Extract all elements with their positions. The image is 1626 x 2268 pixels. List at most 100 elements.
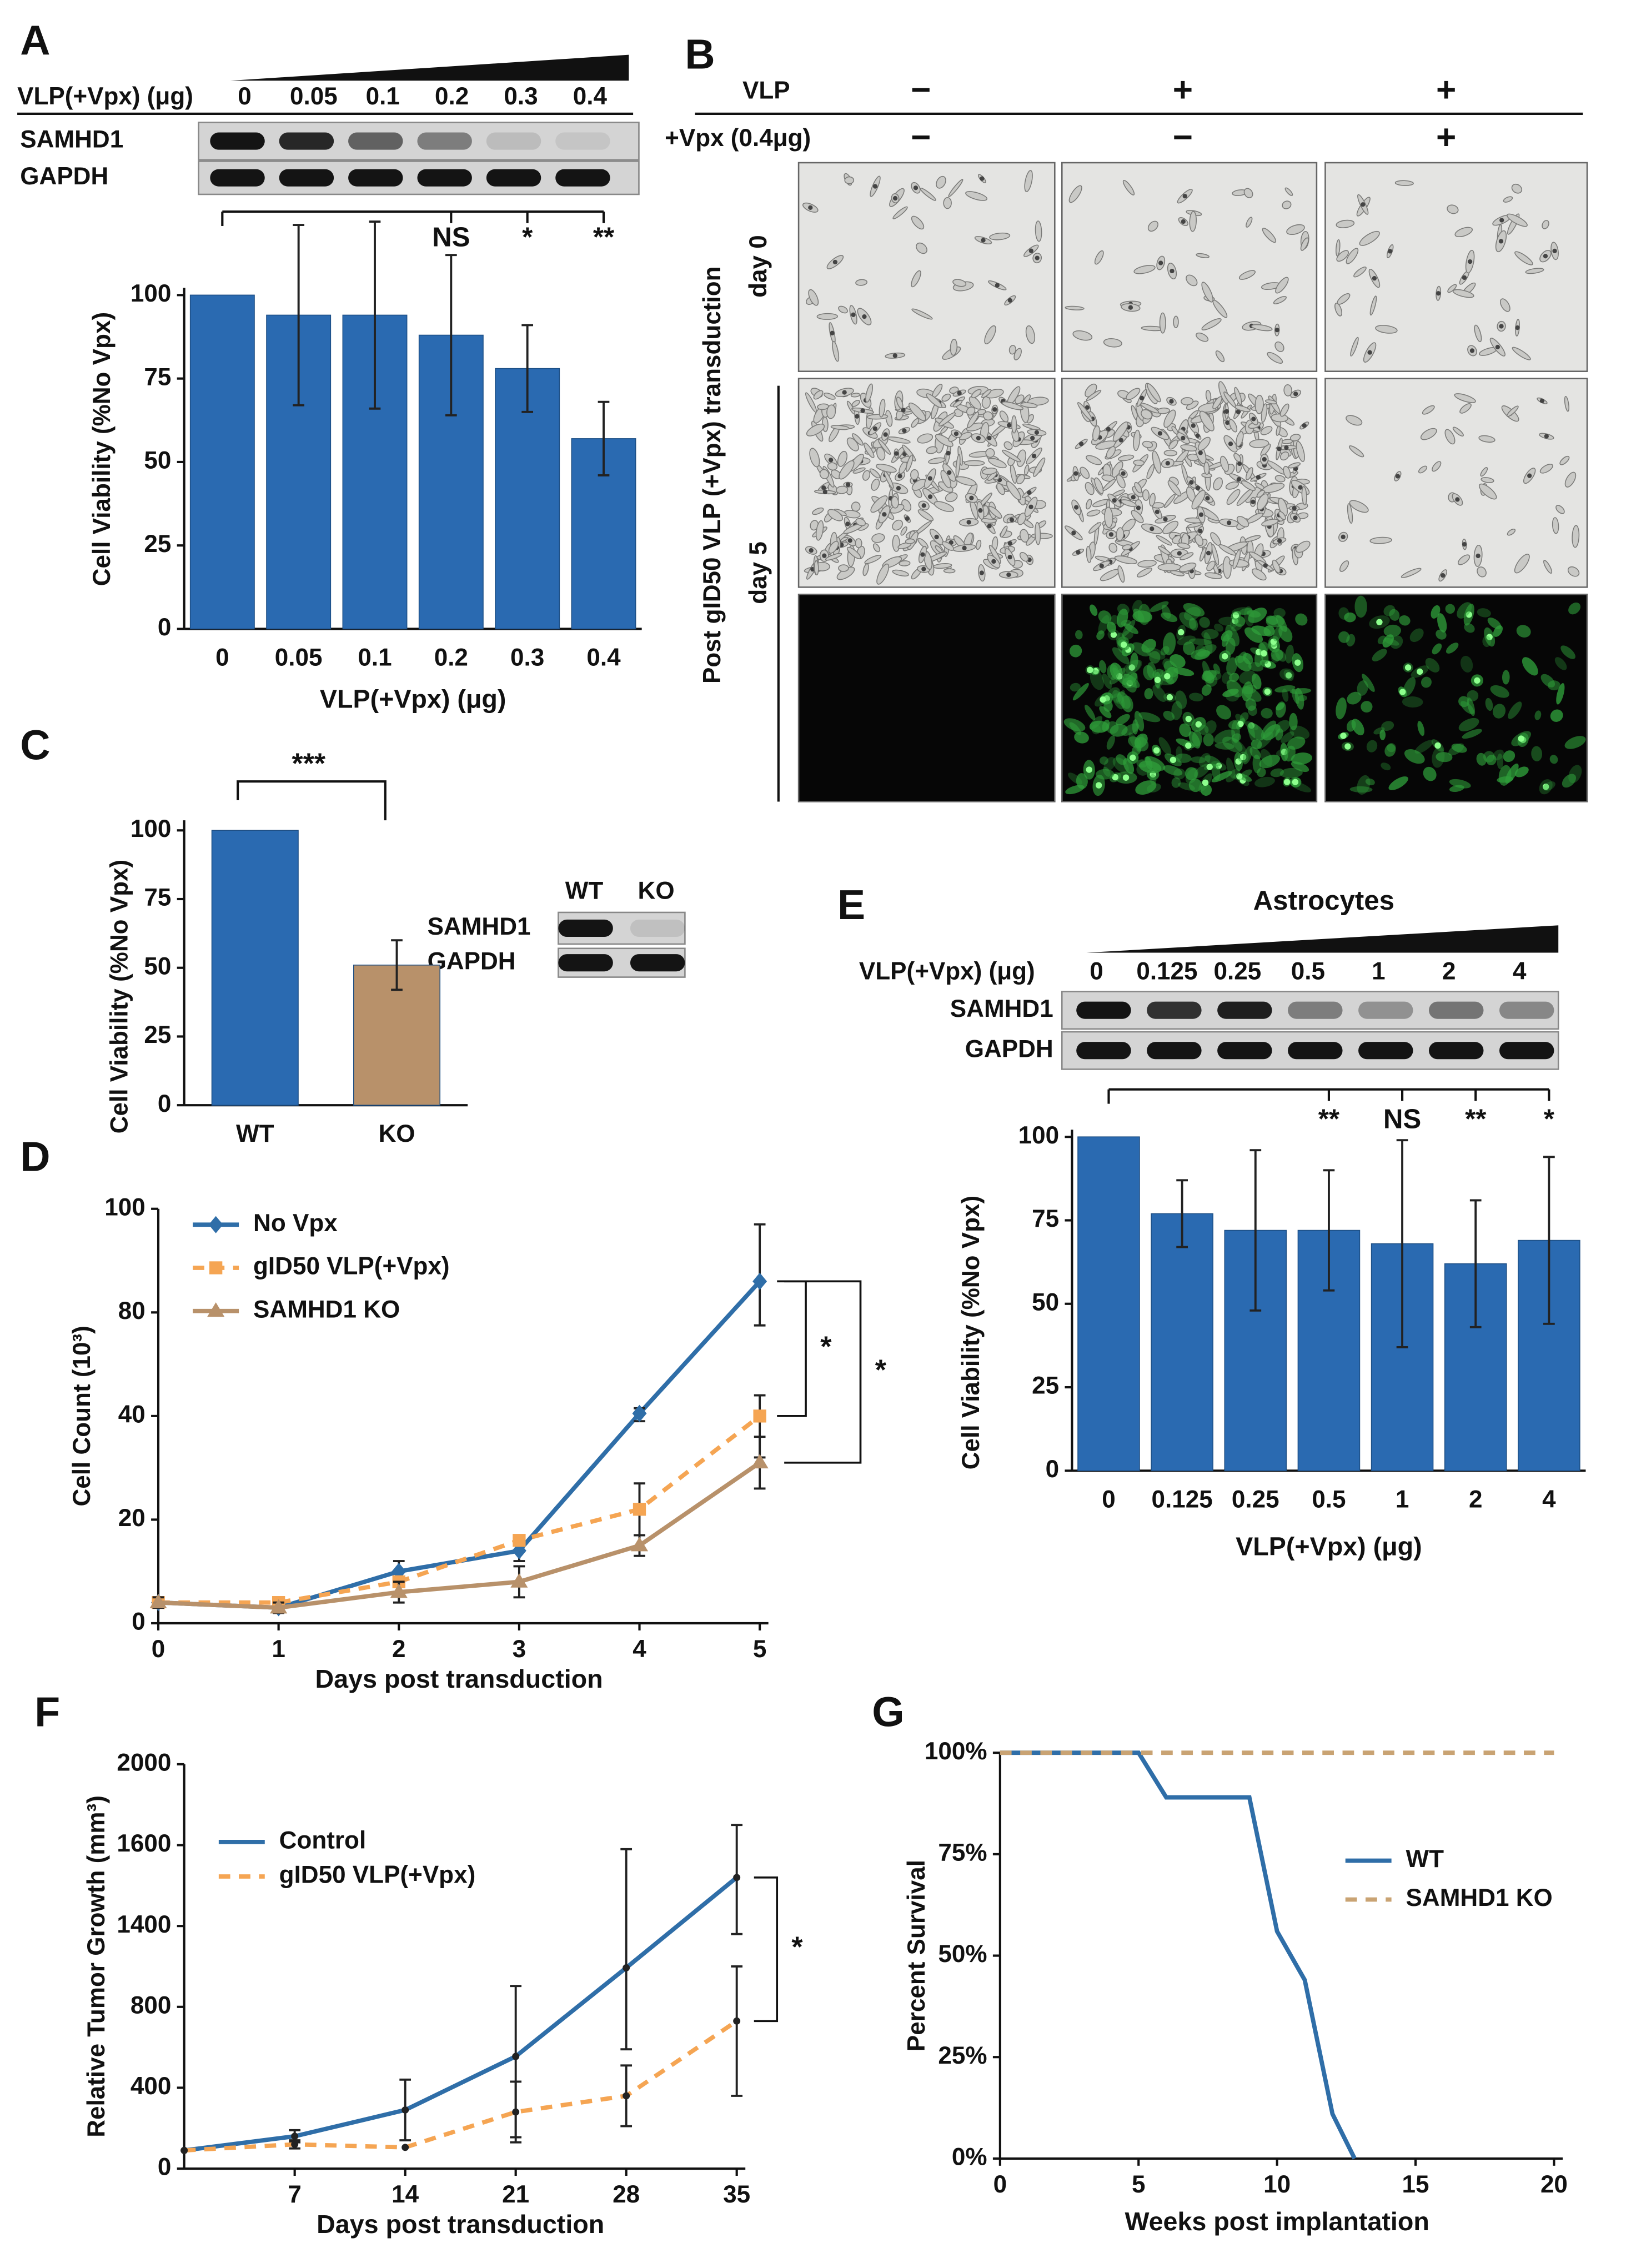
micrograph-cell: [1493, 625, 1503, 637]
blot-band: [1429, 1042, 1484, 1060]
micrograph-cell: [1539, 464, 1553, 474]
micrograph-nucleus: [1108, 532, 1114, 537]
micrograph-cell: [892, 519, 903, 531]
micrograph-cell: [1226, 757, 1236, 779]
marker: [630, 1537, 649, 1552]
micrograph-cell: [1369, 295, 1377, 316]
micrograph-cell: [1460, 655, 1473, 673]
error-bar: [598, 400, 610, 476]
lane-label: 0.1: [366, 83, 400, 110]
micrograph-nucleus: [1030, 435, 1035, 441]
micrograph-cell: [1423, 766, 1437, 781]
micrograph-cell: [952, 400, 963, 408]
micrograph-cell: [1178, 782, 1195, 791]
micrograph-cell: [1459, 403, 1472, 414]
blot-band: [417, 132, 472, 150]
micrograph-cell: [1117, 604, 1130, 615]
micrograph-nucleus: [1195, 485, 1201, 490]
blot-header: VLP(+Vpx) (μg): [859, 957, 1035, 985]
micrograph-cell: [1351, 719, 1364, 736]
legend-label: SAMHD1 KO: [253, 1296, 400, 1323]
micrograph-nucleus: [1079, 441, 1084, 446]
micrograph-cell: [1273, 295, 1287, 304]
micrograph-cell: [1365, 778, 1375, 786]
micrograph-nucleus: [969, 495, 974, 500]
micrograph-nucleus: [872, 426, 878, 431]
x-tick-label: 0.05: [275, 644, 323, 671]
micrograph-cell: [1271, 649, 1283, 661]
micrograph-cell: [1204, 720, 1217, 734]
micrograph-nucleus: [860, 408, 865, 413]
micrograph-cell: [851, 501, 861, 512]
micrograph-bright: [1261, 650, 1267, 657]
micrograph-cell: [1144, 688, 1153, 700]
micrograph-cell: [1384, 638, 1399, 646]
micrograph-nucleus: [1302, 423, 1307, 428]
micrograph-cell: [1377, 635, 1387, 644]
marker: [402, 2144, 409, 2151]
micrograph-cell: [934, 501, 955, 513]
micrograph-cell: [917, 538, 929, 549]
micrograph-cell: [1163, 710, 1175, 721]
micrograph-cell: [869, 468, 881, 479]
error-bar: [1176, 1179, 1188, 1248]
micrograph-cell: [1179, 612, 1197, 629]
y-tick-label: 75: [1032, 1205, 1059, 1232]
micrograph-cell: [1177, 542, 1191, 549]
micrograph-cell: [910, 469, 919, 480]
micrograph-bright: [1164, 673, 1171, 680]
micrograph-cell: [1131, 510, 1144, 524]
micrograph-cell: [1163, 660, 1178, 678]
micrograph-cell: [827, 509, 844, 521]
micrograph-nucleus: [1112, 498, 1117, 503]
micrograph-cell: [1112, 647, 1130, 665]
y-tick-label: 50: [144, 952, 171, 980]
series-line: [1000, 1750, 1357, 2160]
micrograph-cell: [1499, 298, 1510, 312]
micrograph-nucleus: [1499, 218, 1504, 223]
micrograph-cell: [1564, 395, 1569, 412]
marker: [180, 2146, 188, 2154]
micrograph-cell: [1381, 721, 1394, 731]
error-bar: [293, 224, 305, 407]
micrograph-nucleus: [872, 184, 878, 189]
micrograph-nucleus: [842, 390, 847, 395]
y-tick-label: 400: [131, 2073, 171, 2100]
micrograph-cell: [1020, 402, 1038, 408]
micrograph-nucleus: [1121, 471, 1126, 476]
micrograph-nucleus: [1163, 516, 1168, 522]
micrograph-bright: [1344, 743, 1351, 750]
micrograph-cell: [1452, 426, 1464, 437]
micrograph-cell: [1106, 446, 1116, 459]
micrograph-nucleus: [957, 390, 962, 395]
x-axis-label: Days post transduction: [317, 2210, 604, 2239]
micrograph-cell: [1191, 649, 1210, 660]
micrograph-cell: [989, 232, 1011, 240]
x-tick-label: 4: [1542, 1486, 1556, 1513]
micrograph-cell: [1534, 710, 1542, 720]
y-tick-label: 75: [144, 363, 171, 390]
y-tick-label: 2000: [117, 1749, 171, 1777]
x-tick-label: 28: [613, 2181, 640, 2208]
micrograph-nucleus: [1226, 520, 1232, 525]
micrograph-nucleus: [1498, 239, 1504, 244]
significance-label: *: [875, 1353, 887, 1386]
micrograph-cell: [1185, 767, 1198, 781]
micrograph-cell: [1136, 735, 1144, 752]
micrograph-cell: [864, 555, 882, 564]
blot-band: [210, 169, 265, 187]
micrograph-nucleus: [1181, 435, 1186, 441]
micrograph-cell: [1122, 179, 1135, 195]
x-tick-label: 0.3: [510, 644, 544, 671]
micrograph-cell: [1422, 405, 1435, 415]
micrograph-cell: [1171, 701, 1183, 720]
micrograph-cell: [1163, 494, 1176, 508]
micrograph-cell: [926, 446, 938, 454]
error-bar: [391, 939, 403, 991]
x-tick-label: 2: [392, 1635, 406, 1663]
micrograph-cell: [1260, 426, 1273, 435]
lane-label: 2: [1442, 957, 1456, 985]
micrograph-bright: [1087, 666, 1093, 674]
micrograph-cell: [1273, 608, 1286, 618]
